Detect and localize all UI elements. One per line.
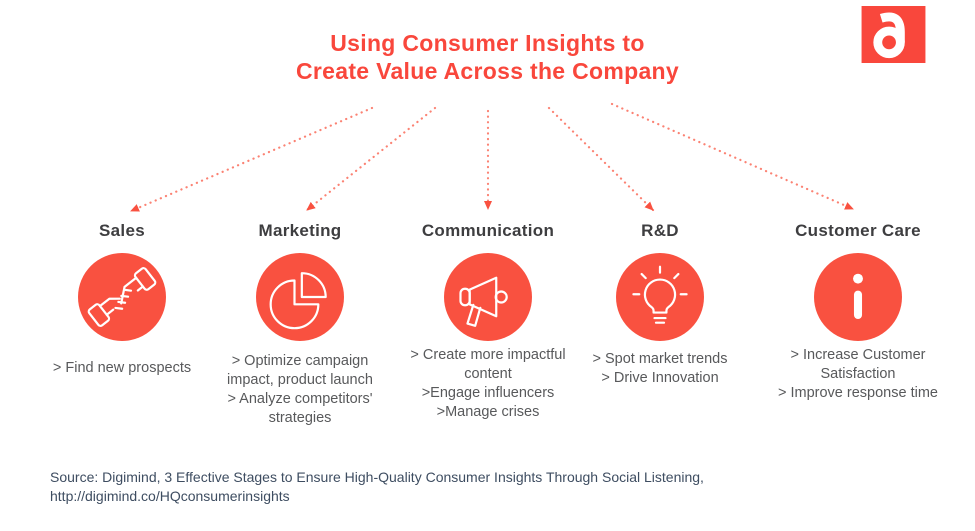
- customer-care-icon-circle: [814, 253, 902, 341]
- communication-icon-circle: [444, 253, 532, 341]
- rnd-items: > Spot market trends > Drive Innovation: [570, 350, 750, 388]
- insight-item: >Engage influencers: [421, 385, 555, 401]
- page-title-line2: Create Value Across the Company: [296, 58, 679, 84]
- sales-icon-circle: [78, 253, 166, 341]
- communication-items: > Create more impactful content >Engage …: [410, 346, 566, 422]
- insight-item: > Find new prospects: [52, 360, 192, 376]
- rnd-icon-circle: [616, 253, 704, 341]
- marketing-icon-circle: [256, 253, 344, 341]
- insight-item: > Create more impactful content: [410, 347, 566, 382]
- customer-care-items: > Increase Customer Satisfaction > Impro…: [773, 346, 943, 403]
- column-header-sales: Sales: [99, 221, 145, 240]
- pie-chart-icon: [269, 272, 327, 330]
- arrow-to-marketing: [305, 106, 437, 212]
- info-icon: [853, 273, 863, 319]
- handshake-icon: [87, 267, 157, 327]
- lightbulb-icon: [632, 265, 688, 324]
- arrow-to-sales: [129, 106, 374, 213]
- insight-item: > Analyze competitors' strategies: [227, 391, 373, 426]
- page-title-line1: Using Consumer Insights to: [330, 30, 645, 56]
- column-header-customer-care: Customer Care: [795, 221, 921, 240]
- arrow-to-rnd: [547, 106, 655, 212]
- source-url: http://digimind.co/HQconsumerinsights: [50, 487, 290, 504]
- sales-items: > Find new prospects: [32, 359, 212, 378]
- insight-item: > Improve response time: [778, 385, 938, 401]
- column-header-marketing: Marketing: [258, 221, 342, 240]
- insight-item: > Spot market trends: [592, 351, 728, 367]
- insight-item: >Manage crises: [436, 404, 540, 420]
- marketing-items: > Optimize campaign impact, product laun…: [220, 352, 380, 428]
- digimind-logo: [861, 6, 926, 63]
- column-customer-care: Customer Care > Increase Customer Satisf…: [773, 221, 943, 403]
- source-text: Source: Digimind, 3 Effective Stages to …: [50, 469, 704, 485]
- column-header-rnd: R&D: [641, 221, 679, 240]
- megaphone-icon: [459, 276, 508, 327]
- page-title: Using Consumer Insights to Create Value …: [0, 29, 975, 85]
- column-rnd: R&D > Spot market trends > Drive Innovat…: [570, 221, 750, 388]
- column-sales: Sales > Find new prospects: [32, 221, 212, 378]
- insight-item: > Optimize campaign impact, product laun…: [227, 353, 373, 388]
- source-attribution: Source: Digimind, 3 Effective Stages to …: [50, 468, 810, 505]
- insight-item: > Increase Customer Satisfaction: [790, 347, 926, 382]
- insight-item: > Drive Innovation: [601, 370, 719, 386]
- column-marketing: Marketing > Optimize campaign impact, pr…: [220, 221, 380, 428]
- arrow-to-customer-care: [610, 102, 855, 211]
- column-header-communication: Communication: [421, 221, 555, 240]
- column-communication: Communication > Create more impactful co…: [410, 221, 566, 422]
